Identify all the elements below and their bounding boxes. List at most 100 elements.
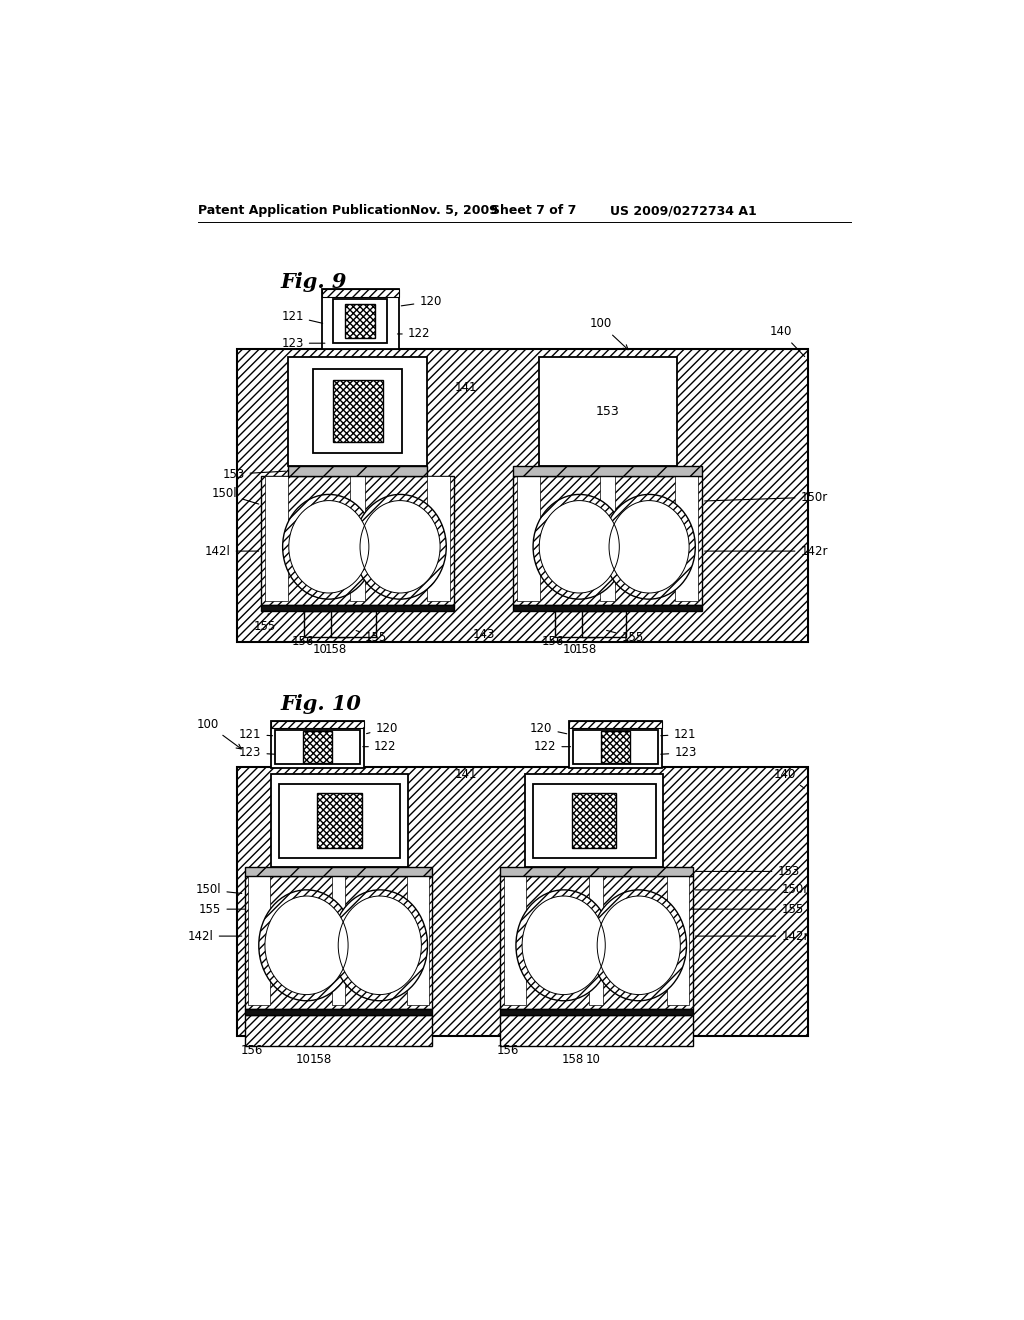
Bar	[275, 730, 360, 763]
Ellipse shape	[609, 500, 689, 593]
Text: Sheet 7 of 7: Sheet 7 of 7	[490, 205, 577, 218]
Text: 123: 123	[239, 746, 274, 759]
Bar	[504, 876, 525, 1006]
Bar	[555, 611, 599, 638]
Ellipse shape	[534, 495, 626, 599]
Text: 100: 100	[590, 317, 628, 350]
Bar	[265, 475, 289, 601]
Text: 121: 121	[282, 310, 323, 323]
Text: 122: 122	[362, 741, 396, 754]
Text: 158: 158	[574, 643, 597, 656]
Bar	[407, 876, 429, 1006]
Text: 155: 155	[200, 903, 246, 916]
Text: 150r: 150r	[695, 883, 809, 896]
Bar	[524, 775, 664, 867]
Text: 121: 121	[660, 727, 696, 741]
Ellipse shape	[332, 890, 428, 1001]
Bar	[569, 721, 662, 729]
Bar	[237, 767, 808, 1036]
Text: 153: 153	[596, 405, 620, 418]
Ellipse shape	[259, 890, 354, 1001]
Text: Fig. 10: Fig. 10	[281, 693, 361, 714]
Text: 140: 140	[773, 768, 804, 788]
Text: 10: 10	[295, 1053, 310, 1065]
Text: Patent Application Publication: Patent Application Publication	[199, 205, 411, 218]
Text: 156: 156	[292, 635, 313, 648]
Bar	[261, 475, 454, 605]
Bar	[675, 475, 698, 601]
Text: 142l: 142l	[205, 545, 259, 557]
Bar	[333, 298, 387, 343]
Text: 150l: 150l	[211, 487, 259, 504]
Text: 120: 120	[367, 722, 397, 735]
Ellipse shape	[522, 896, 605, 994]
Bar	[500, 876, 692, 1010]
Bar	[573, 730, 658, 763]
Text: 121: 121	[239, 727, 272, 741]
Bar	[317, 793, 361, 849]
Text: 10: 10	[312, 643, 328, 656]
Bar	[245, 867, 432, 876]
Bar	[513, 605, 701, 611]
Text: 142l: 142l	[187, 929, 242, 942]
Ellipse shape	[603, 495, 695, 599]
Ellipse shape	[289, 500, 369, 593]
Ellipse shape	[354, 495, 446, 599]
Bar	[289, 358, 427, 466]
Bar	[532, 784, 655, 858]
Bar	[237, 350, 808, 642]
Text: 123: 123	[660, 746, 696, 759]
Bar	[332, 876, 345, 1006]
Bar	[345, 304, 376, 338]
Bar	[601, 730, 631, 763]
Ellipse shape	[360, 500, 440, 593]
Text: 155: 155	[691, 903, 804, 916]
Bar	[668, 876, 689, 1006]
Text: 150r: 150r	[705, 491, 827, 504]
Text: 156: 156	[241, 1044, 263, 1056]
Text: 155: 155	[606, 631, 643, 644]
Text: 158: 158	[562, 1053, 584, 1065]
Text: 156: 156	[542, 635, 564, 648]
Ellipse shape	[540, 500, 620, 593]
Bar	[500, 1010, 692, 1015]
Bar	[303, 730, 333, 763]
Text: 120: 120	[530, 722, 566, 735]
Bar	[569, 721, 662, 768]
Ellipse shape	[516, 890, 611, 1001]
Text: 155: 155	[356, 631, 387, 644]
Bar	[245, 876, 432, 1010]
Text: 150l: 150l	[196, 883, 242, 896]
Bar	[271, 721, 364, 729]
Ellipse shape	[591, 890, 686, 1001]
Text: 153: 153	[222, 467, 286, 480]
Text: 123: 123	[282, 337, 325, 350]
Bar	[322, 289, 398, 297]
Ellipse shape	[597, 896, 680, 994]
Text: US 2009/0272734 A1: US 2009/0272734 A1	[609, 205, 757, 218]
Bar	[517, 475, 541, 601]
Bar	[313, 368, 402, 453]
Text: 10: 10	[586, 1053, 600, 1065]
Text: 156: 156	[497, 1044, 519, 1056]
Text: 141: 141	[455, 381, 477, 395]
Text: 122: 122	[534, 741, 570, 754]
Text: 158: 158	[309, 1053, 332, 1065]
Bar	[513, 475, 701, 605]
Bar	[245, 1015, 432, 1047]
Bar	[289, 466, 427, 475]
Bar	[539, 358, 677, 466]
Bar	[571, 793, 616, 849]
Text: 122: 122	[397, 327, 430, 341]
Bar	[249, 876, 270, 1006]
Text: 142r: 142r	[695, 929, 809, 942]
Text: 100: 100	[197, 718, 242, 748]
Bar	[600, 475, 615, 601]
Text: 142r: 142r	[705, 545, 828, 557]
Bar	[271, 775, 408, 867]
Ellipse shape	[338, 896, 421, 994]
Ellipse shape	[265, 896, 348, 994]
Bar	[322, 289, 398, 350]
Text: 153: 153	[695, 865, 800, 878]
Bar	[350, 475, 366, 601]
